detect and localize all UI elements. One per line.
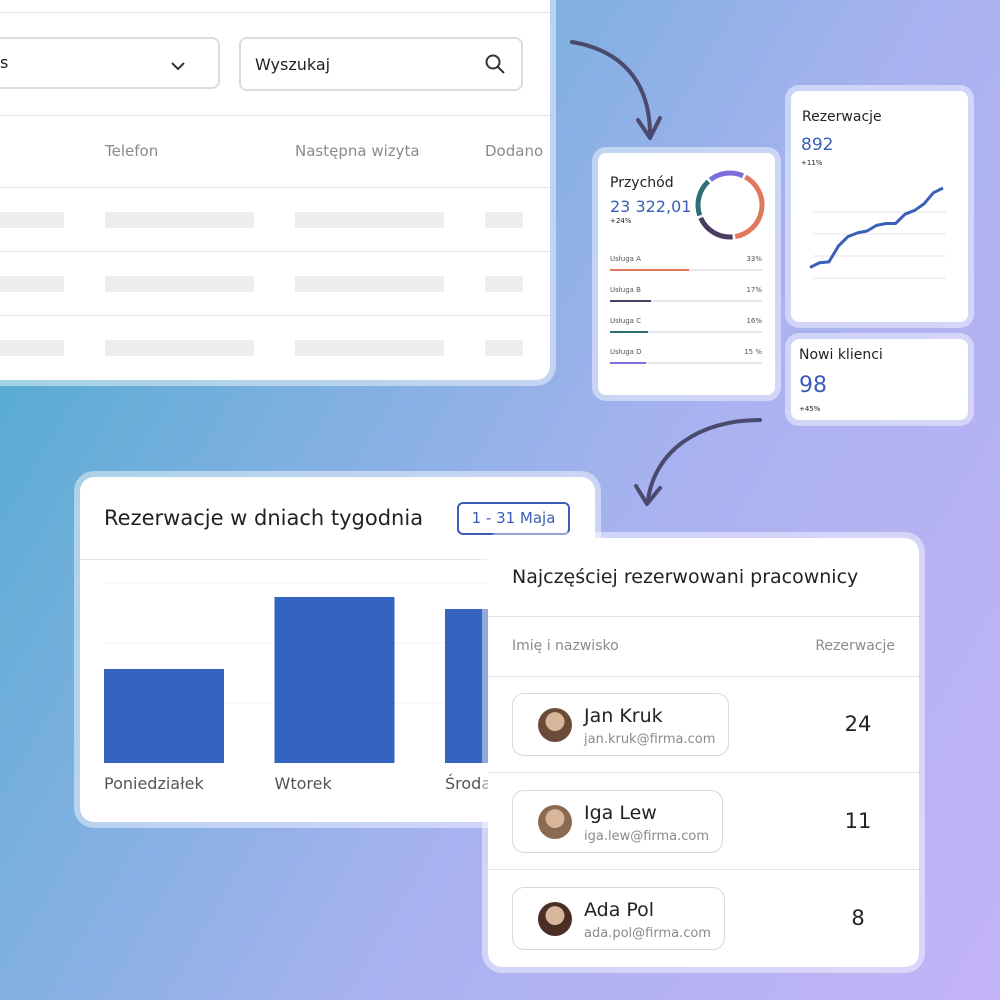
card-value: 892	[801, 135, 834, 155]
new-clients-card: Nowi klienci 98 +45%	[791, 339, 968, 420]
search-placeholder: Wyszukaj	[255, 55, 331, 74]
search-input[interactable]: Wyszukaj	[239, 37, 523, 91]
service-share: 17%	[746, 286, 762, 294]
service-name: Usługa C	[610, 317, 642, 325]
column-header: Następna wizyta	[295, 142, 420, 160]
donut-segment	[734, 174, 765, 240]
column-header: Imię i nazwisko	[512, 638, 619, 654]
x-tick-label: Poniedziałek	[104, 774, 204, 793]
divider	[80, 559, 595, 560]
staff-name: Ada Pol	[584, 899, 655, 921]
search-icon	[485, 54, 505, 74]
column-header: Rezerwacje	[815, 638, 895, 654]
service-name: Usługa B	[610, 286, 641, 294]
divider	[488, 676, 919, 677]
card-title: Przychód	[610, 175, 674, 191]
avatar	[538, 805, 572, 839]
progress-bar	[610, 300, 651, 302]
progress-track	[610, 362, 762, 364]
progress-bar	[610, 269, 690, 271]
trend-chart	[809, 186, 946, 279]
x-tick-label: Środa	[445, 774, 491, 793]
arrow-head	[636, 116, 662, 140]
card-change: +45%	[799, 405, 821, 413]
trend-line	[809, 186, 944, 269]
skeleton-cell	[485, 340, 523, 356]
revenue-card: Przychód 23 322,01 +24% Usługa A 33% Usług…	[598, 153, 775, 395]
select[interactable]: s	[0, 37, 220, 89]
bar	[274, 597, 395, 763]
progress-bar	[610, 362, 646, 364]
skeleton-cell	[295, 276, 444, 292]
divider	[488, 616, 919, 617]
staff-pill: Jan Kruk jan.kruk@firma.com	[512, 693, 729, 756]
progress-bar	[610, 331, 649, 333]
card-change: +11%	[801, 159, 823, 167]
service-share: 33%	[746, 255, 762, 263]
divider	[0, 315, 550, 316]
divider	[0, 12, 550, 13]
donut-segment	[698, 216, 733, 240]
card-title: Nowi klienci	[799, 347, 883, 363]
arrow	[646, 418, 762, 502]
customers-card: s Wyszukaj ailTelefonNastępna wizytaDoda…	[0, 0, 550, 380]
service-name: Usługa A	[610, 255, 641, 263]
staff-pill: Ada Pol ada.pol@firma.com	[512, 887, 725, 950]
staff-card: Najczęściej rezerwowani pracownicy Imię …	[488, 538, 919, 967]
chevron-icon	[171, 62, 185, 71]
skeleton-cell	[105, 340, 254, 356]
bookings-card: Rezerwacje 892 +11%	[791, 91, 968, 322]
avatar	[538, 708, 572, 742]
staff-pill: Iga Lew iga.lew@firma.com	[512, 790, 723, 853]
date-range-button[interactable]: 1 - 31 Maja	[457, 502, 570, 535]
skeleton-cell	[105, 212, 254, 228]
donut-segment	[695, 179, 711, 217]
column-header: Telefon	[105, 142, 159, 160]
service-share: 15 %	[744, 348, 762, 356]
bar	[104, 669, 224, 763]
skeleton-cell	[295, 340, 444, 356]
progress-track	[610, 300, 762, 302]
card-title: Rezerwacje	[802, 109, 882, 125]
divider	[488, 869, 919, 870]
donut-chart	[695, 170, 765, 240]
staff-email: iga.lew@firma.com	[584, 829, 710, 844]
skeleton-cell	[105, 276, 254, 292]
table-title: Najczęściej rezerwowani pracownicy	[512, 566, 859, 588]
chart-title: Rezerwacje w dniach tygodnia	[104, 506, 424, 530]
staff-email: jan.kruk@firma.com	[584, 732, 716, 747]
x-tick-label: Wtorek	[275, 774, 333, 793]
column-header: Dodano	[485, 142, 544, 160]
divider	[0, 251, 550, 252]
skeleton-cell	[0, 276, 64, 292]
skeleton-cell	[295, 212, 444, 228]
divider	[488, 772, 919, 773]
staff-email: ada.pol@firma.com	[584, 926, 711, 941]
booking-count: 24	[844, 712, 872, 736]
skeleton-cell	[485, 212, 523, 228]
service-name: Usługa D	[610, 348, 642, 356]
skeleton-cell	[0, 212, 64, 228]
avatar	[538, 902, 572, 936]
divider	[0, 187, 550, 188]
card-change: +24%	[610, 217, 632, 225]
booking-count: 8	[851, 906, 865, 930]
skeleton-cell	[485, 276, 523, 292]
progress-track	[610, 331, 762, 333]
card-value: 23 322,01	[610, 197, 692, 216]
skeleton-cell	[0, 340, 64, 356]
select-text: s	[0, 53, 9, 72]
donut-segment	[708, 170, 745, 182]
card-value: 98	[799, 373, 827, 398]
booking-count: 11	[844, 809, 872, 833]
service-share: 16%	[746, 317, 762, 325]
staff-name: Iga Lew	[584, 802, 657, 824]
arrow	[570, 40, 652, 137]
staff-name: Jan Kruk	[584, 705, 663, 727]
divider	[0, 115, 550, 116]
arrow-head	[634, 484, 662, 506]
